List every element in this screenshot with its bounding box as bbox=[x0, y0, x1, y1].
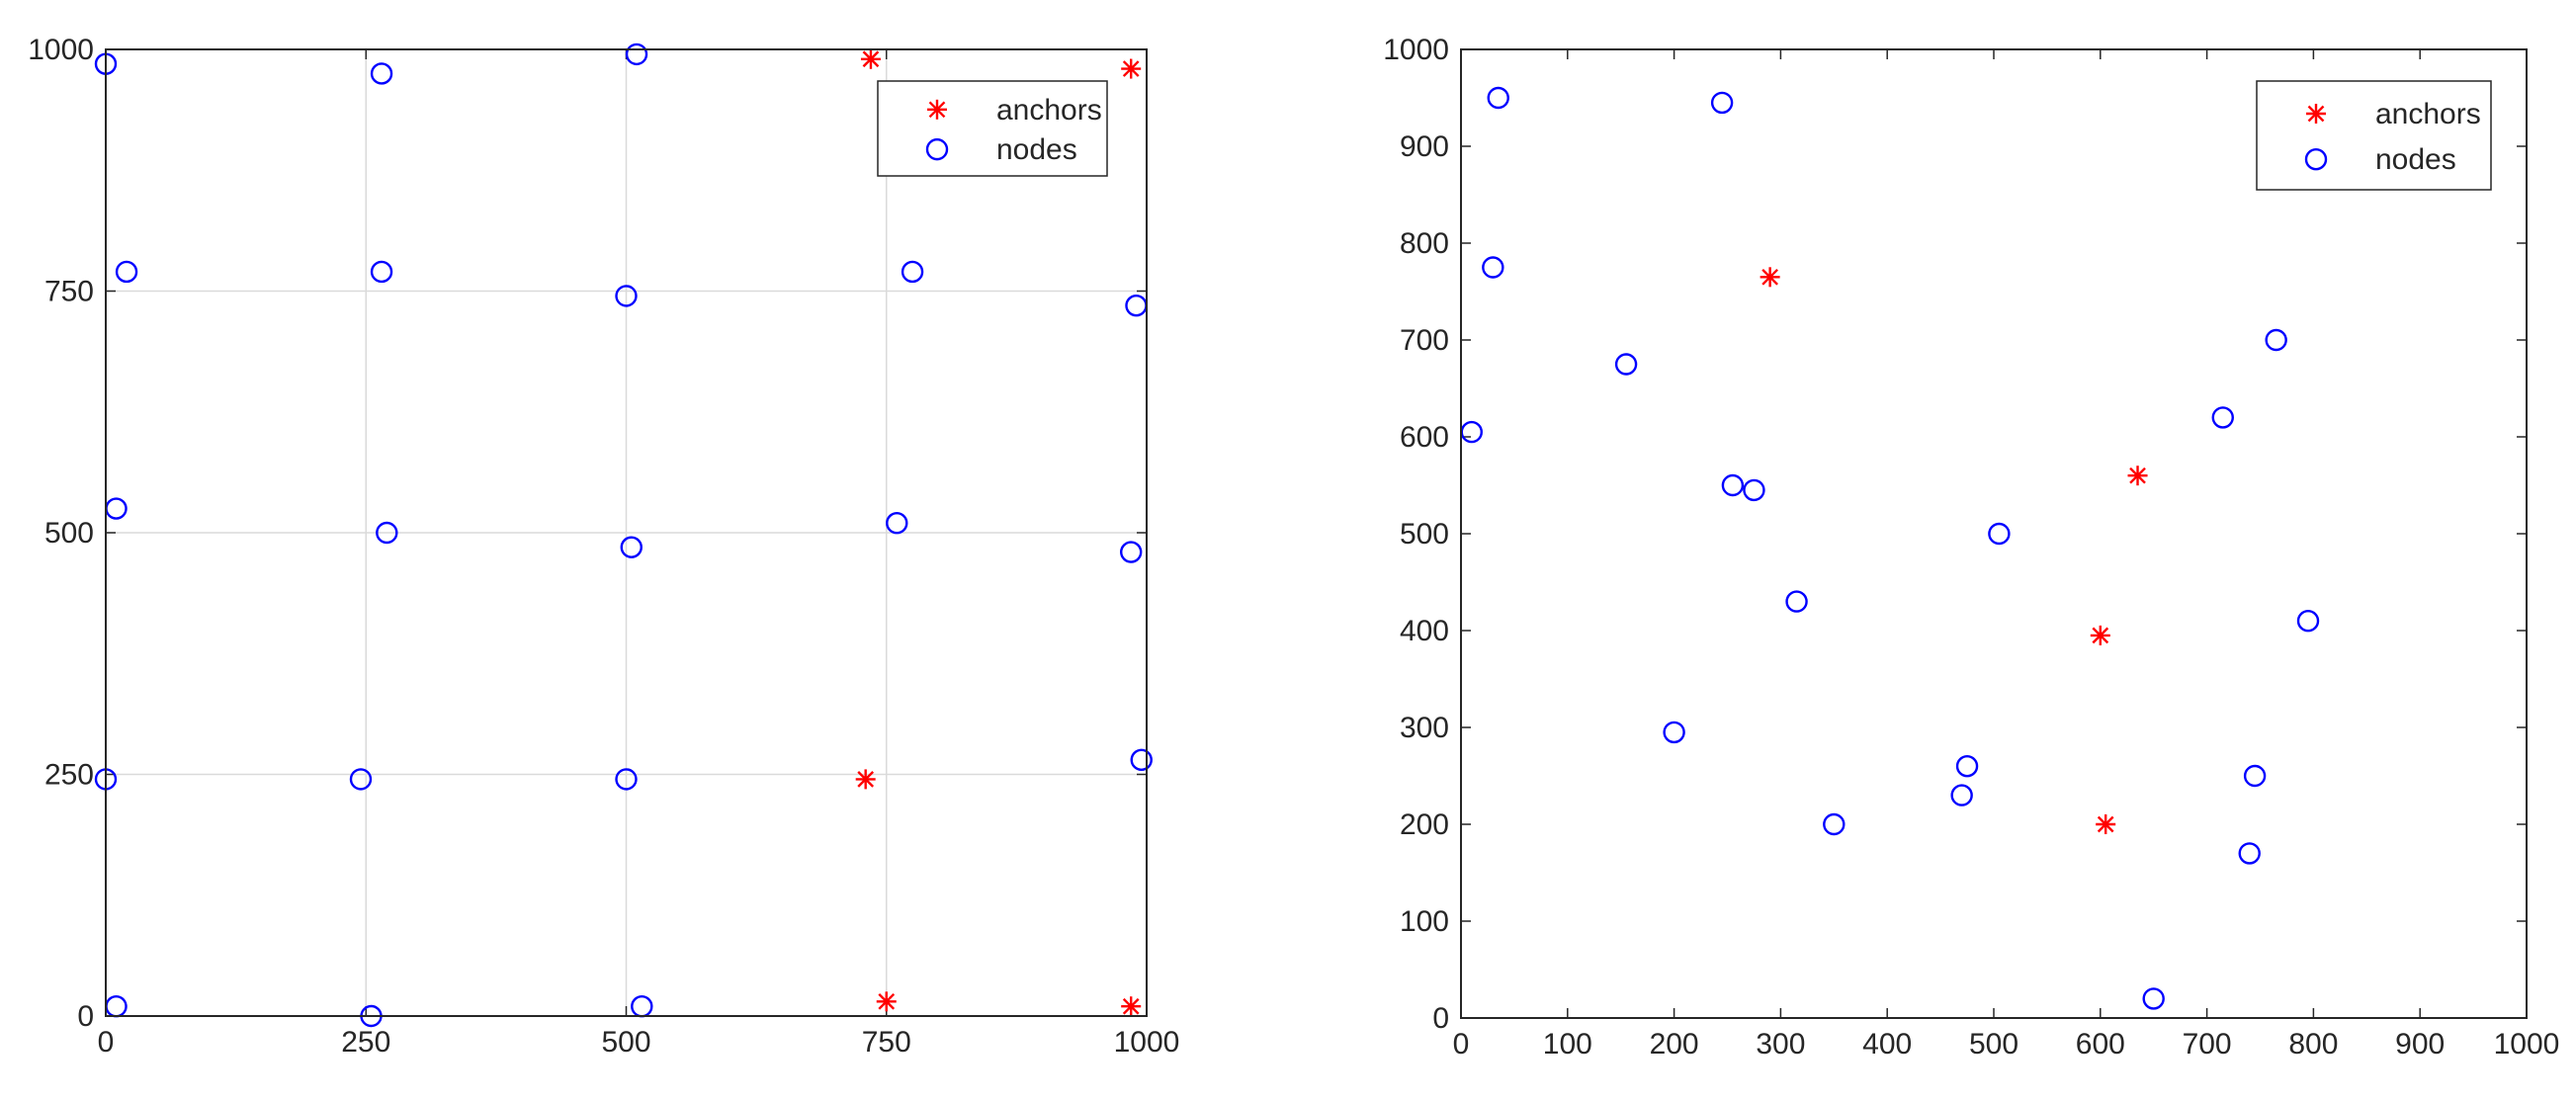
nodes-point bbox=[2211, 406, 2234, 429]
y-tick-label: 750 bbox=[44, 276, 94, 308]
nodes-point bbox=[1120, 541, 1143, 563]
legend-marker-nodes bbox=[925, 137, 949, 161]
anchors-point bbox=[1760, 267, 1780, 288]
nodes-point bbox=[1614, 353, 1638, 376]
x-tick-label: 1000 bbox=[1114, 1026, 1180, 1059]
nodes-point bbox=[349, 768, 373, 791]
anchors-point bbox=[2090, 625, 2110, 645]
x-tick-label: 900 bbox=[2395, 1028, 2445, 1061]
anchors-point bbox=[860, 48, 881, 69]
anchors-point bbox=[876, 991, 897, 1012]
anchors-point bbox=[1121, 58, 1142, 79]
x-tick-label: 300 bbox=[1756, 1028, 1805, 1061]
y-tick-label: 800 bbox=[1400, 227, 1449, 260]
anchors-point bbox=[2127, 466, 2148, 486]
x-tick-label: 250 bbox=[341, 1026, 390, 1059]
nodes-point bbox=[886, 512, 908, 535]
x-tick-label: 500 bbox=[601, 1026, 650, 1059]
x-tick-label: 100 bbox=[1543, 1028, 1592, 1061]
nodes-point bbox=[615, 285, 638, 307]
plot-area bbox=[1461, 49, 2527, 1018]
y-tick-label: 1000 bbox=[28, 34, 94, 66]
x-tick-label: 500 bbox=[1969, 1028, 2018, 1061]
nodes-point bbox=[1487, 86, 1509, 110]
nodes-point bbox=[2142, 987, 2165, 1010]
y-tick-label: 250 bbox=[44, 759, 94, 792]
y-tick-label: 500 bbox=[1400, 518, 1449, 551]
anchors-point bbox=[855, 769, 876, 790]
nodes-point bbox=[1482, 256, 1504, 279]
nodes-point bbox=[1988, 522, 2011, 546]
y-tick-label: 0 bbox=[1432, 1002, 1449, 1035]
chart-1: 0 250 500 750 1000 0 250 500 750 1000 anchors nodes bbox=[28, 34, 1179, 1059]
axes-box bbox=[1460, 48, 2528, 1019]
legend-label-anchors: anchors bbox=[2375, 98, 2481, 130]
nodes-point bbox=[1823, 812, 1846, 836]
x-tick-label: 700 bbox=[2183, 1028, 2232, 1061]
nodes-point bbox=[1950, 784, 1973, 807]
y-tick-label: 300 bbox=[1400, 712, 1449, 744]
anchors-point bbox=[1121, 996, 1142, 1017]
nodes-point bbox=[901, 260, 924, 284]
legend-marker-anchors bbox=[927, 99, 947, 120]
series-nodes bbox=[1460, 86, 2320, 1010]
nodes-point bbox=[620, 536, 643, 558]
legend-label-nodes: nodes bbox=[996, 133, 1077, 166]
nodes-point bbox=[1721, 473, 1745, 497]
series-anchors bbox=[855, 48, 1142, 1017]
nodes-point bbox=[1130, 748, 1153, 772]
x-tick-label: 800 bbox=[2288, 1028, 2338, 1061]
y-tick-label: 200 bbox=[1400, 808, 1449, 841]
nodes-point bbox=[2243, 764, 2267, 788]
legend-label-nodes: nodes bbox=[2375, 143, 2456, 176]
nodes-point bbox=[1955, 755, 1979, 778]
nodes-point bbox=[1743, 478, 1765, 502]
nodes-point bbox=[370, 260, 393, 284]
x-tick-label: 600 bbox=[2076, 1028, 2125, 1061]
nodes-point bbox=[115, 260, 138, 284]
nodes-point bbox=[2296, 610, 2320, 633]
nodes-point bbox=[615, 768, 638, 791]
nodes-point bbox=[1785, 590, 1808, 613]
chart-2: 0 100 200 300 400 500 600 700 800 900 1000 0 100 200 3… bbox=[1383, 34, 2559, 1061]
y-tick-label: 100 bbox=[1400, 905, 1449, 938]
y-tick-label: 900 bbox=[1400, 130, 1449, 163]
x-tick-label: 0 bbox=[98, 1026, 115, 1059]
nodes-point bbox=[625, 42, 648, 66]
legend-box bbox=[877, 80, 1108, 177]
nodes-point bbox=[376, 521, 398, 545]
legend: anchors nodes bbox=[2256, 80, 2492, 191]
anchors-point bbox=[2096, 814, 2116, 834]
legend-marker-anchors bbox=[2306, 104, 2326, 124]
y-tick-label: 1000 bbox=[1383, 34, 1449, 66]
nodes-point bbox=[2265, 328, 2287, 352]
x-tick-label: 200 bbox=[1650, 1028, 1699, 1061]
series-anchors bbox=[1760, 267, 2148, 834]
y-tick-label: 500 bbox=[44, 517, 94, 550]
nodes-point bbox=[370, 62, 393, 85]
y-tick-label: 700 bbox=[1400, 324, 1449, 357]
x-tick-label: 0 bbox=[1453, 1028, 1470, 1061]
nodes-point bbox=[2238, 842, 2261, 865]
nodes-point bbox=[1710, 91, 1734, 115]
y-tick-label: 0 bbox=[77, 1000, 94, 1033]
y-tick-label: 400 bbox=[1400, 615, 1449, 647]
legend: anchors nodes bbox=[877, 80, 1108, 177]
legend-box bbox=[2256, 80, 2492, 191]
y-tick-label: 600 bbox=[1400, 421, 1449, 454]
x-tick-label: 1000 bbox=[2494, 1028, 2560, 1061]
legend-label-anchors: anchors bbox=[996, 94, 1102, 127]
legend-marker-nodes bbox=[2304, 147, 2328, 171]
x-tick-label: 750 bbox=[862, 1026, 911, 1059]
x-tick-label: 400 bbox=[1862, 1028, 1912, 1061]
nodes-point bbox=[1663, 721, 1685, 744]
axes-box bbox=[105, 48, 1148, 1017]
